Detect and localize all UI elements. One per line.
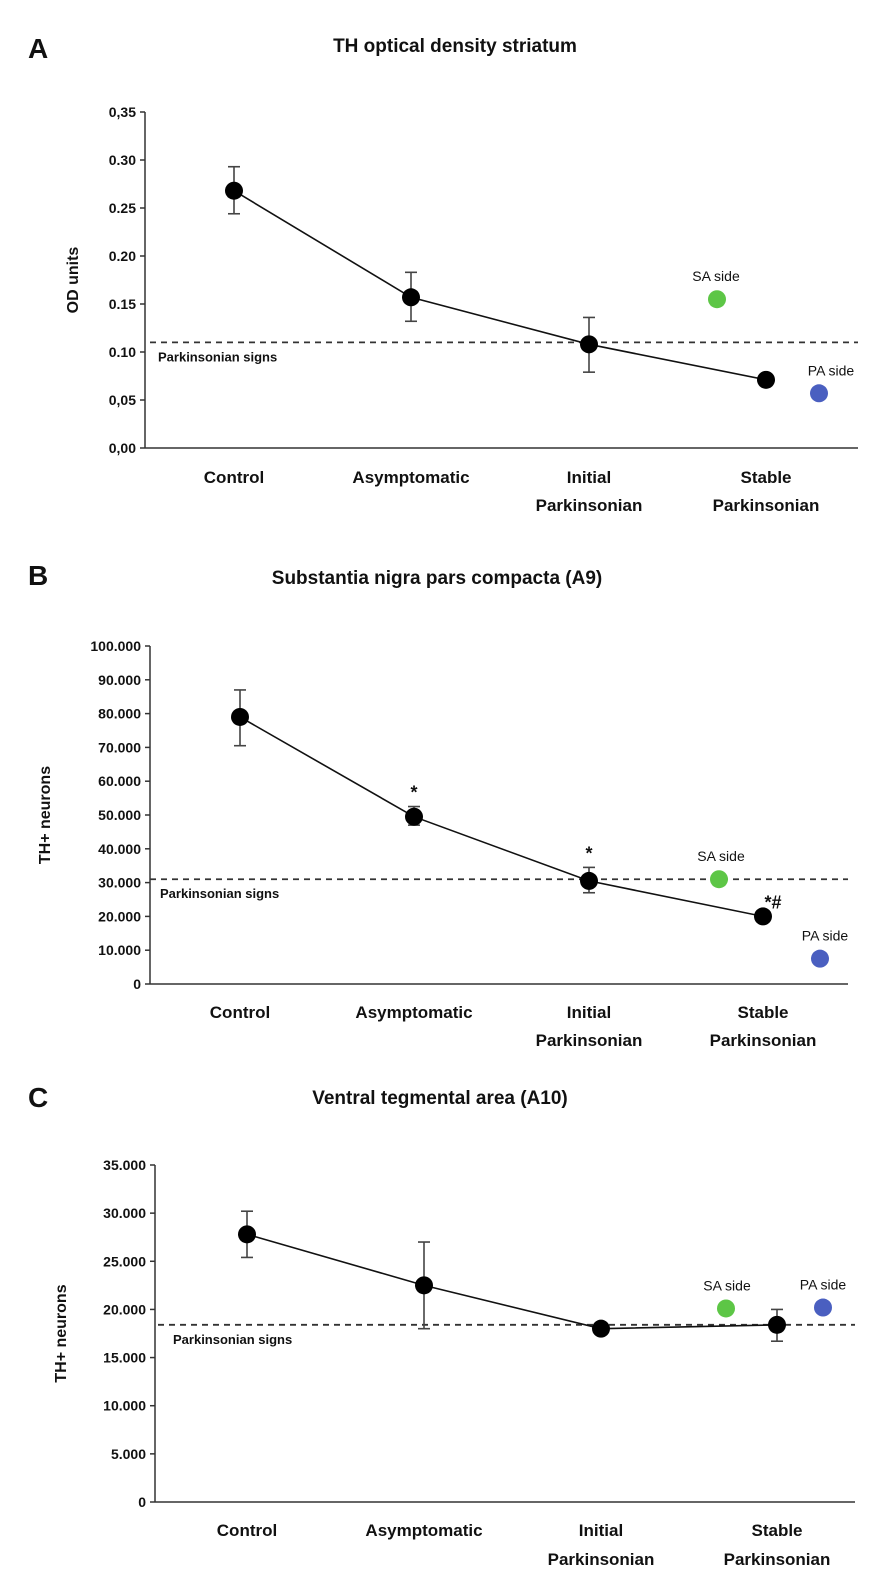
side-point-label: SA side bbox=[703, 1277, 751, 1293]
x-category-label: Control bbox=[204, 468, 264, 487]
side-point-pa bbox=[811, 949, 829, 968]
panel-letter: B bbox=[28, 560, 48, 591]
chart-title: TH optical density striatum bbox=[333, 36, 577, 57]
x-category-label: Parkinsonian bbox=[536, 496, 643, 515]
side-point-pa bbox=[814, 1298, 832, 1317]
y-tick-label: 0,00 bbox=[109, 440, 136, 456]
data-point bbox=[754, 907, 772, 926]
y-tick-label: 100.000 bbox=[90, 638, 141, 654]
data-point bbox=[231, 707, 249, 726]
side-point-label: PA side bbox=[802, 928, 849, 944]
x-category-label: Stable bbox=[740, 468, 791, 487]
x-category-label: Control bbox=[217, 1521, 277, 1540]
significance-marker: * bbox=[585, 843, 592, 863]
y-tick-label: 0.20 bbox=[109, 248, 136, 264]
x-category-label: Stable bbox=[737, 1003, 788, 1022]
chart-title: Substantia nigra pars compacta (A9) bbox=[272, 568, 602, 589]
x-category-label: Parkinsonian bbox=[548, 1550, 655, 1569]
data-point bbox=[238, 1225, 256, 1244]
side-point-label: SA side bbox=[697, 848, 745, 864]
y-tick-label: 10.000 bbox=[103, 1398, 146, 1414]
y-tick-label: 0.25 bbox=[109, 200, 136, 216]
series-line bbox=[239, 716, 764, 918]
y-tick-label: 15.000 bbox=[103, 1350, 146, 1366]
y-tick-label: 10.000 bbox=[98, 942, 141, 958]
x-category-label: Parkinsonian bbox=[536, 1031, 643, 1050]
y-axis-label: OD units bbox=[65, 247, 82, 314]
data-point bbox=[415, 1276, 433, 1295]
data-point bbox=[757, 370, 775, 389]
y-axis-label: TH+ neurons bbox=[37, 766, 54, 864]
threshold-label: Parkinsonian signs bbox=[158, 349, 277, 364]
y-tick-label: 0 bbox=[138, 1494, 146, 1510]
x-category-label: Initial bbox=[567, 1003, 611, 1022]
y-tick-label: 0.30 bbox=[109, 152, 136, 168]
y-tick-label: 0,35 bbox=[109, 104, 136, 120]
side-point-sa bbox=[710, 870, 728, 889]
side-point-sa bbox=[717, 1299, 735, 1318]
y-tick-label: 70.000 bbox=[98, 739, 141, 755]
x-category-label: Stable bbox=[751, 1521, 802, 1540]
data-point bbox=[580, 871, 598, 890]
y-tick-label: 50.000 bbox=[98, 807, 141, 823]
x-category-label: Asymptomatic bbox=[355, 1003, 472, 1022]
panel-letter: C bbox=[28, 1082, 48, 1113]
y-tick-label: 90.000 bbox=[98, 672, 141, 688]
threshold-label: Parkinsonian signs bbox=[173, 1332, 292, 1347]
side-point-label: PA side bbox=[800, 1277, 847, 1293]
data-point bbox=[405, 807, 423, 826]
y-tick-label: 30.000 bbox=[103, 1205, 146, 1221]
x-category-label: Parkinsonian bbox=[724, 1550, 831, 1569]
side-point-pa bbox=[810, 384, 828, 403]
y-tick-label: 25.000 bbox=[103, 1253, 146, 1269]
y-tick-label: 80.000 bbox=[98, 706, 141, 722]
chart-panel-a: A TH optical density striatum OD units 0,00… bbox=[28, 33, 858, 515]
y-tick-label: 0,05 bbox=[109, 392, 136, 408]
data-point bbox=[402, 288, 420, 307]
x-category-label: Asymptomatic bbox=[352, 468, 469, 487]
x-category-label: Parkinsonian bbox=[710, 1031, 817, 1050]
series-line bbox=[233, 190, 767, 381]
x-category-label: Parkinsonian bbox=[713, 496, 820, 515]
y-tick-label: 5.000 bbox=[111, 1446, 146, 1462]
y-tick-label: 40.000 bbox=[98, 841, 141, 857]
y-tick-label: 0.15 bbox=[109, 296, 136, 312]
y-tick-label: 35.000 bbox=[103, 1157, 146, 1173]
significance-marker: *# bbox=[764, 892, 781, 912]
x-category-label: Control bbox=[210, 1003, 270, 1022]
x-category-label: Asymptomatic bbox=[365, 1521, 482, 1540]
y-axis-label: TH+ neurons bbox=[53, 1284, 70, 1382]
x-category-label: Initial bbox=[579, 1521, 623, 1540]
data-point bbox=[768, 1315, 786, 1334]
side-point-label: PA side bbox=[808, 362, 855, 378]
y-tick-label: 20.000 bbox=[103, 1301, 146, 1317]
data-point bbox=[592, 1319, 610, 1338]
side-point-sa bbox=[708, 290, 726, 309]
chart-panel-c: C Ventral tegmental area (A10) TH+ neurons… bbox=[28, 1082, 855, 1569]
chart-title: Ventral tegmental area (A10) bbox=[312, 1088, 568, 1109]
threshold-label: Parkinsonian signs bbox=[160, 886, 279, 901]
y-tick-label: 0.10 bbox=[109, 344, 136, 360]
x-category-label: Initial bbox=[567, 468, 611, 487]
y-tick-label: 60.000 bbox=[98, 773, 141, 789]
side-point-label: SA side bbox=[692, 268, 740, 284]
panel-letter: A bbox=[28, 33, 48, 64]
significance-marker: * bbox=[410, 783, 417, 803]
data-point bbox=[225, 181, 243, 200]
y-tick-label: 20.000 bbox=[98, 908, 141, 924]
series-line bbox=[246, 1233, 778, 1330]
y-tick-label: 0 bbox=[133, 976, 141, 992]
chart-panel-b: B Substantia nigra pars compacta (A9) TH+ … bbox=[28, 560, 848, 1050]
y-tick-label: 30.000 bbox=[98, 875, 141, 891]
data-point bbox=[580, 335, 598, 354]
